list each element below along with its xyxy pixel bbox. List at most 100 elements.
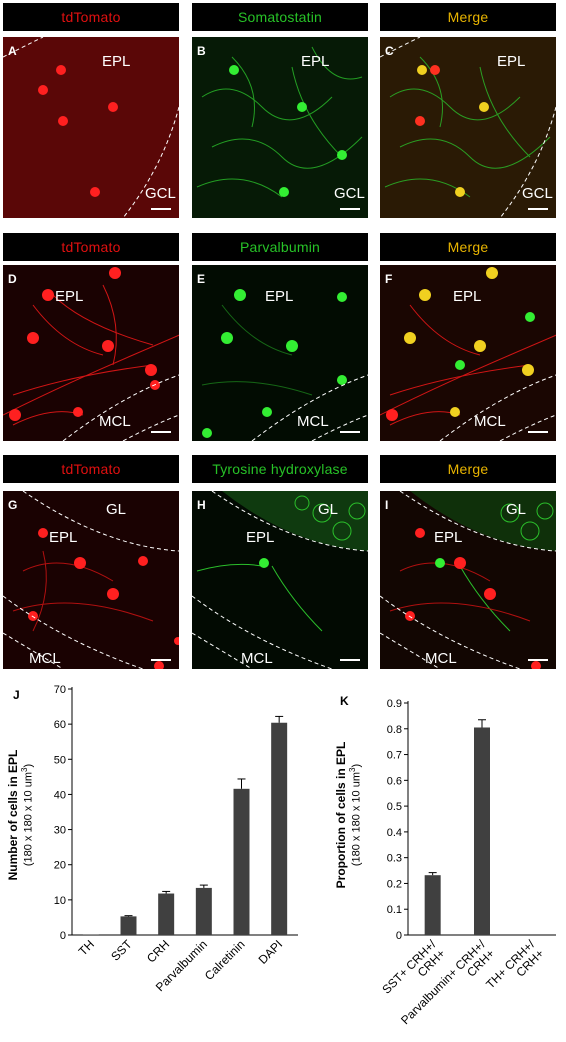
region-mcl-i: MCL [425,650,457,667]
header-merge-row1: Merge [380,3,556,31]
scale-bar [340,431,360,433]
panel-letter-a: A [8,44,17,58]
x-tick-label: CRH [144,937,172,965]
panel-letter-i: I [385,498,389,512]
panel-letter-d: D [8,272,17,286]
region-mcl-h: MCL [241,650,273,667]
panel-letter-g: G [8,498,18,512]
y-tick-label: 0.5 [387,801,402,813]
y-tick-label: 0.1 [387,904,402,916]
region-mcl-e: MCL [297,413,329,430]
micrograph-a [3,37,179,218]
region-epl-c: EPL [497,53,526,70]
region-epl-g: EPL [49,529,78,546]
x-tick-label: Calretinin [202,937,248,983]
region-gcl-a: GCL [145,185,176,202]
bar [120,916,137,935]
bar [474,727,490,935]
region-gl-h: GL [318,501,339,518]
bar [233,788,250,935]
scale-bar [340,208,360,210]
panel-letter-c: C [385,44,394,58]
y-tick-label: 0.9 [387,698,402,710]
region-gl-g: GL [106,501,127,518]
region-epl-a: EPL [102,53,131,70]
scale-bar [528,659,548,661]
micrograph-f [380,265,556,441]
scale-bar [528,431,548,433]
header-merge-row2: Merge [380,233,556,261]
panel-g-tdtomato: G GL EPL MCL [3,491,179,669]
y-tick-label: 0.7 [387,750,402,762]
scale-bar [151,431,171,433]
region-epl-e: EPL [265,288,294,305]
region-gcl-b: GCL [334,185,365,202]
panel-letter-f: F [385,272,393,286]
x-tick-label: TH [76,937,97,958]
micrograph-d [3,265,179,441]
panel-h-tyrosine-hydroxylase: H GL EPL MCL [192,491,368,669]
region-epl-i: EPL [434,529,463,546]
x-tick-label: SST [108,937,135,964]
panel-i-merge: I GL EPL MCL [380,491,556,669]
region-epl-b: EPL [301,53,330,70]
region-gl-i: GL [506,501,527,518]
region-epl-d: EPL [55,288,84,305]
x-tick-label: DAPI [256,937,286,967]
x-tick-label: TH+ CRH+/CRH+ [483,937,547,1001]
header-tyrosine-hydroxylase: Tyrosine hydroxylase [192,455,368,483]
header-tdtomato-row2: tdTomato [3,233,179,261]
micrograph-h [192,491,368,669]
region-epl-f: EPL [453,288,482,305]
header-somatostatin: Somatostatin [192,3,368,31]
region-mcl-f: MCL [474,413,506,430]
y-tick-label: 0 [396,930,402,942]
panel-f-merge: F EPL MCL [380,265,556,441]
micrograph-e [192,265,368,441]
y-tick-label: 40 [54,789,66,801]
micrograph-c [380,37,556,218]
y-tick-label: 0 [60,930,66,942]
y-tick-label: 70 [54,684,66,696]
bar [158,893,175,935]
y-tick-label: 30 [54,825,66,837]
panel-d-tdtomato: D EPL MCL [3,265,179,441]
panel-c-merge: C EPL GCL [380,37,556,218]
panel-letter-k: K [340,694,349,708]
micrograph-g [3,491,179,669]
y-tick-label: 0.4 [387,827,402,839]
region-mcl-d: MCL [99,413,131,430]
y-tick-label: 0.3 [387,853,402,865]
region-epl-h: EPL [246,529,275,546]
header-parvalbumin: Parvalbumin [192,233,368,261]
header-tdtomato-row3: tdTomato [3,455,179,483]
panel-letter-j: J [13,688,20,702]
micrograph-i [380,491,556,669]
region-mcl-g: MCL [29,650,61,667]
region-gcl-c: GCL [522,185,553,202]
scale-bar [340,659,360,661]
y-tick-label: 0.2 [387,878,402,890]
y-tick-label: 50 [54,754,66,766]
y-tick-label: 10 [54,895,66,907]
header-tdtomato-row1: tdTomato [3,3,179,31]
scale-bar [528,208,548,210]
y-tick-label: 0.6 [387,775,402,787]
scale-bar [151,208,171,210]
header-merge-row3: Merge [380,455,556,483]
bar [271,722,288,935]
bar [195,887,212,935]
y-tick-label: 20 [54,860,66,872]
panel-a-tdtomato: A EPL GCL [3,37,179,218]
y-tick-label: 60 [54,719,66,731]
scale-bar [151,659,171,661]
panel-b-somatostatin: B EPL GCL [192,37,368,218]
micrograph-b [192,37,368,218]
panel-e-parvalbumin: E EPL MCL [192,265,368,441]
bar [424,875,441,935]
panel-letter-b: B [197,44,206,58]
panel-letter-e: E [197,272,206,286]
y-tick-label: 0.8 [387,724,402,736]
